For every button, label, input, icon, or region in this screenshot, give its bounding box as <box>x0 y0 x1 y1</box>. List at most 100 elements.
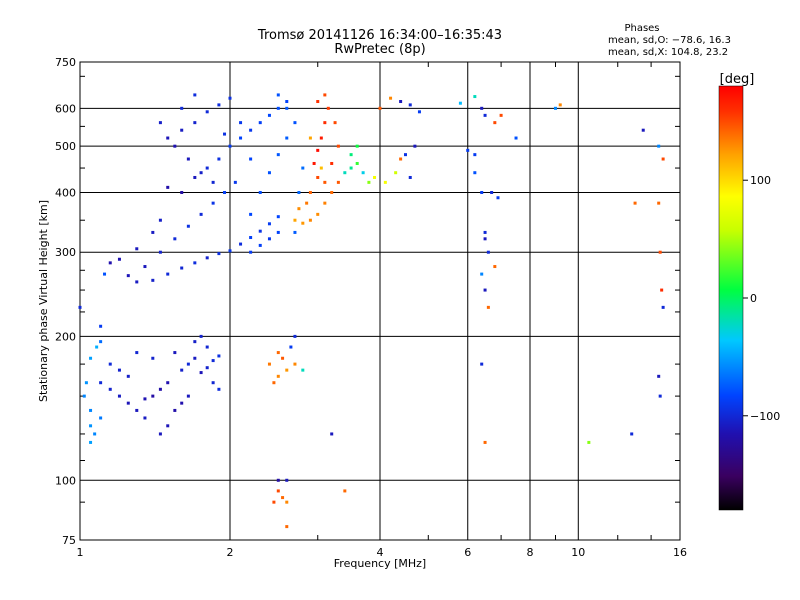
data-point <box>211 201 215 205</box>
data-point <box>228 144 232 148</box>
data-point <box>223 132 227 136</box>
data-point <box>289 345 293 349</box>
data-point <box>330 190 334 194</box>
data-point <box>205 366 209 370</box>
data-point <box>276 215 280 219</box>
data-point <box>151 356 155 360</box>
data-point <box>483 230 487 234</box>
y-tick-label: 75 <box>62 534 76 547</box>
colorbar-ticks: 100 0 −100 <box>743 174 780 423</box>
data-point <box>308 218 312 222</box>
data-point <box>293 230 297 234</box>
data-point <box>135 351 139 355</box>
colorbar-tick-label: 0 <box>750 292 757 305</box>
data-point <box>99 416 103 420</box>
data-point <box>186 362 190 366</box>
data-point <box>108 362 112 366</box>
data-point <box>249 157 253 161</box>
data-point <box>305 201 309 205</box>
data-point <box>553 106 557 110</box>
colorbar-title: [deg] <box>720 72 755 87</box>
data-point <box>281 356 285 360</box>
data-point <box>276 374 280 378</box>
data-point <box>630 432 634 436</box>
data-point <box>276 153 280 157</box>
data-point <box>293 121 297 125</box>
data-point <box>403 153 407 157</box>
data-point <box>661 305 665 309</box>
data-point <box>267 113 271 117</box>
data-point <box>483 113 487 117</box>
data-point <box>355 161 359 165</box>
data-point <box>349 166 353 170</box>
data-point <box>99 381 103 385</box>
data-point <box>249 250 253 254</box>
data-point <box>199 334 203 338</box>
y-tick-label: 600 <box>55 102 76 115</box>
data-point <box>657 144 661 148</box>
data-points <box>78 93 665 529</box>
data-point <box>276 106 280 110</box>
data-point <box>312 161 316 165</box>
data-point <box>343 171 347 175</box>
colorbar <box>718 85 744 511</box>
data-point <box>151 394 155 398</box>
data-point <box>316 100 320 104</box>
data-point <box>117 368 121 372</box>
data-point <box>258 229 262 233</box>
data-point <box>514 136 518 140</box>
data-point <box>319 136 323 140</box>
data-point <box>135 247 139 251</box>
data-point <box>276 93 280 97</box>
data-point <box>180 266 184 270</box>
data-point <box>657 201 661 205</box>
x-tick-label: 16 <box>673 546 687 559</box>
data-point <box>193 340 197 344</box>
data-point <box>316 175 320 179</box>
data-point <box>323 201 327 205</box>
data-point <box>361 171 365 175</box>
data-point <box>205 110 209 114</box>
data-point <box>135 408 139 412</box>
y-tick-label: 300 <box>55 246 76 259</box>
data-point <box>466 148 470 152</box>
data-point <box>493 121 497 125</box>
data-point <box>417 110 421 114</box>
data-point <box>267 222 271 226</box>
chart-title: Tromsø 20141126 16:34:00–16:35:43 <box>257 28 502 43</box>
data-point <box>276 230 280 234</box>
data-point <box>217 387 221 391</box>
data-point <box>158 432 162 436</box>
data-point <box>336 180 340 184</box>
data-point <box>319 166 323 170</box>
data-point <box>193 93 197 97</box>
data-point <box>408 175 412 179</box>
data-point <box>483 440 487 444</box>
data-point <box>285 525 289 529</box>
data-point <box>193 261 197 265</box>
data-point <box>233 180 237 184</box>
data-point <box>276 351 280 355</box>
data-point <box>658 394 662 398</box>
data-point <box>276 489 280 493</box>
data-point <box>458 101 462 105</box>
x-tick-label: 10 <box>571 546 585 559</box>
data-point <box>158 387 162 391</box>
data-point <box>211 359 215 363</box>
data-point <box>486 305 490 309</box>
data-point <box>389 96 393 100</box>
data-point <box>473 95 477 99</box>
data-point <box>193 121 197 125</box>
data-point <box>486 250 490 254</box>
y-tick-label: 100 <box>55 474 76 487</box>
phase-note-o: mean, sd,O: −78.6, 16.3 <box>608 35 731 46</box>
data-point <box>355 144 359 148</box>
data-point <box>473 153 477 157</box>
data-point <box>493 265 497 269</box>
data-point <box>258 190 262 194</box>
data-point <box>367 180 371 184</box>
data-point <box>239 242 243 246</box>
data-point <box>126 374 130 378</box>
data-point <box>258 243 262 247</box>
